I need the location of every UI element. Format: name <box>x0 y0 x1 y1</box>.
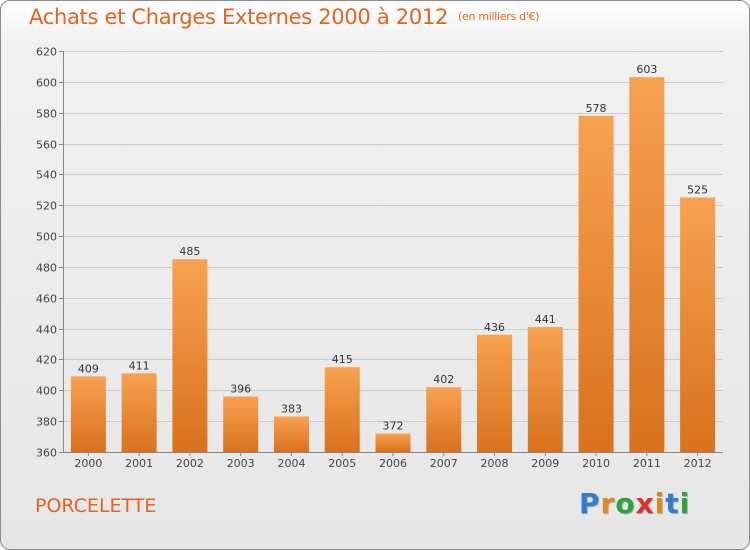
x-tick-label: 2008 <box>481 457 509 470</box>
y-tick-label: 380 <box>36 416 57 429</box>
chart-title: Achats et Charges Externes 2000 à 2012 (e… <box>29 5 540 29</box>
logo-letter: i <box>654 487 666 520</box>
proxiti-logo: Proxiti <box>579 487 690 520</box>
y-tick-label: 460 <box>36 293 57 306</box>
x-tick-label: 2005 <box>328 457 356 470</box>
bar <box>527 327 563 452</box>
grid-lines <box>63 51 723 453</box>
x-tick-label: 2007 <box>430 457 458 470</box>
bar <box>477 334 513 452</box>
x-tick-label: 2011 <box>633 457 661 470</box>
data-label: 603 <box>636 63 657 76</box>
x-tick-label: 2004 <box>277 457 305 470</box>
y-tick-label: 440 <box>36 324 57 337</box>
logo-letter: i <box>679 487 691 520</box>
data-label: 372 <box>383 419 404 432</box>
bar <box>121 373 157 452</box>
x-tick-label: 2010 <box>582 457 610 470</box>
location-name: PORCELETTE <box>35 495 157 517</box>
bars: 409 411 485 396 383 415 372 402 436 441 578 603 525 <box>70 63 716 453</box>
x-tick-label: 2001 <box>125 457 153 470</box>
bar <box>324 367 360 452</box>
y-tick-label: 540 <box>36 169 57 182</box>
bar <box>375 433 411 452</box>
x-tick-label: 2000 <box>74 457 102 470</box>
y-tick-label: 620 <box>36 46 57 59</box>
y-tick-label: 600 <box>36 77 57 90</box>
bar <box>70 376 106 452</box>
y-tick-label: 400 <box>36 385 57 398</box>
logo-letter: o <box>615 487 636 520</box>
x-tick-label: 2009 <box>531 457 559 470</box>
axes: 360 380 400 420 440 460 480 500 520 540 560 580 600 6… <box>36 46 723 470</box>
bar <box>578 115 614 453</box>
bar <box>172 259 208 452</box>
y-tick-label: 420 <box>36 354 57 367</box>
data-label: 441 <box>535 313 556 326</box>
data-label: 396 <box>230 382 251 395</box>
logo-letter: x <box>635 487 655 520</box>
data-label: 383 <box>281 403 302 416</box>
data-label: 415 <box>332 353 353 366</box>
y-tick-label: 580 <box>36 108 57 121</box>
y-tick-label: 480 <box>36 262 57 275</box>
x-tick-label: 2006 <box>379 457 407 470</box>
data-label: 525 <box>687 184 708 197</box>
logo-letter: t <box>665 487 680 520</box>
chart-title-text: Achats et Charges Externes 2000 à 2012 <box>29 5 449 29</box>
bar <box>629 77 665 452</box>
x-tick-label: 2002 <box>176 457 204 470</box>
y-tick-label: 500 <box>36 231 57 244</box>
y-tick-label: 560 <box>36 139 57 152</box>
x-tick-label: 2012 <box>684 457 712 470</box>
chart-subtitle: (en milliers d'€) <box>458 10 540 23</box>
data-label: 411 <box>129 359 150 372</box>
data-label: 436 <box>484 321 505 334</box>
data-label: 485 <box>179 245 200 258</box>
x-tick-label: 2003 <box>227 457 255 470</box>
logo-letter: P <box>579 487 601 520</box>
data-label: 402 <box>433 373 454 386</box>
bar <box>426 387 462 452</box>
bar <box>273 416 309 452</box>
bar <box>680 197 716 452</box>
bar <box>223 396 259 452</box>
y-tick-label: 520 <box>36 200 57 213</box>
data-label: 578 <box>586 102 607 115</box>
logo-letter: r <box>600 487 616 520</box>
data-label: 409 <box>78 362 99 375</box>
y-tick-label: 360 <box>36 447 57 460</box>
